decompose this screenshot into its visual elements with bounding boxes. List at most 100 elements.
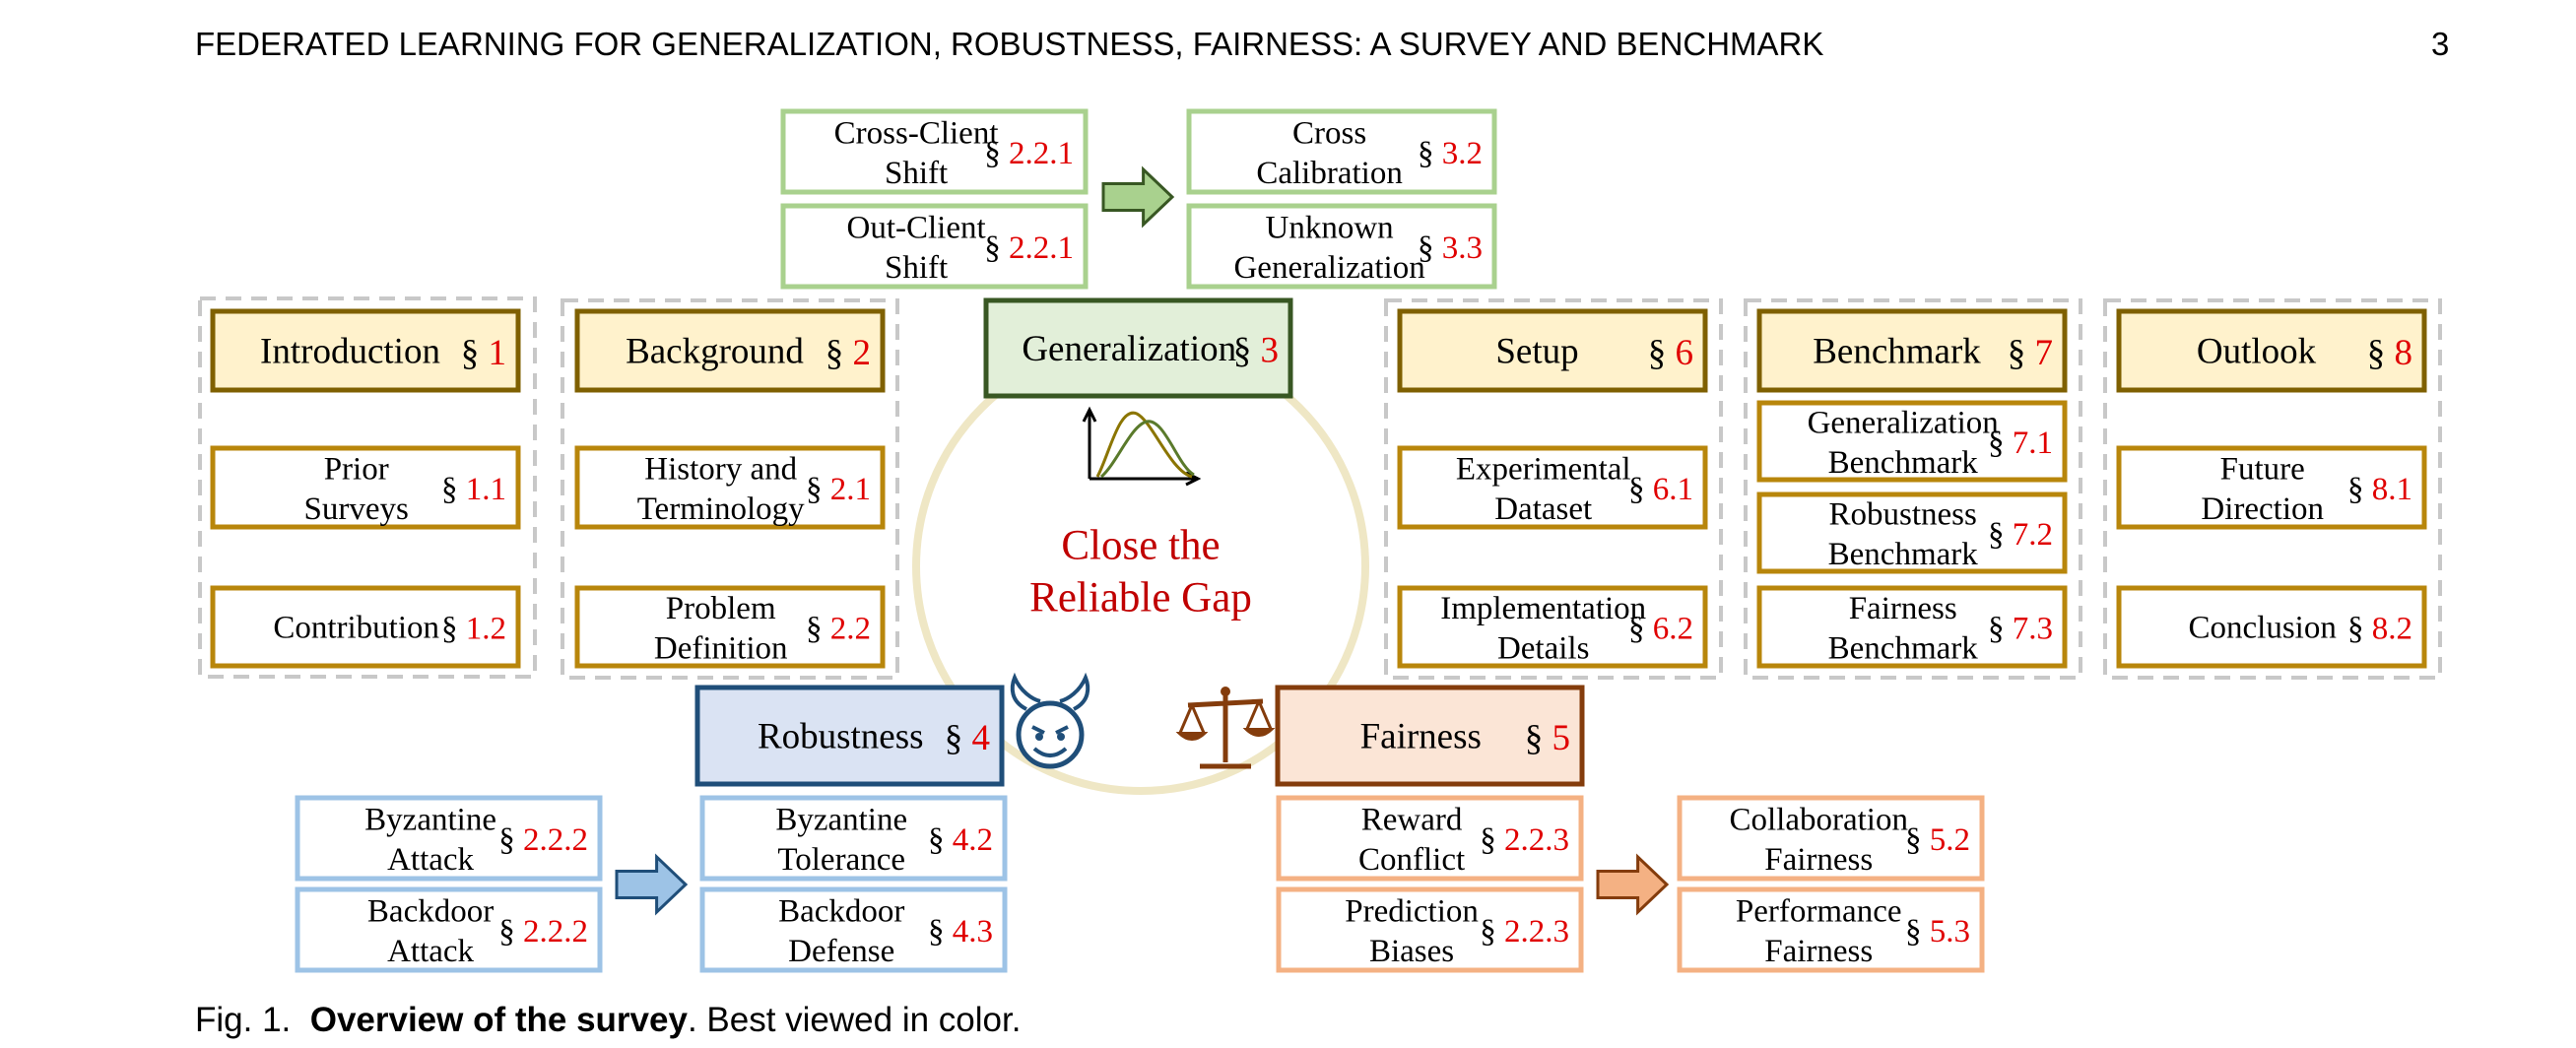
background-group-outline	[561, 298, 899, 680]
background-title-box-frame	[574, 308, 886, 393]
generalization-target-box-1-section-ref: § 3.2	[1418, 136, 1483, 171]
fairness-target-box-1-section-ref: § 5.2	[1905, 822, 1970, 858]
robustness-title-box-label: Robustness	[758, 717, 924, 757]
outlook-group-outline	[2103, 298, 2442, 680]
benchmark-subsection-3: Fairness Benchmark § 7.3	[1756, 585, 2068, 669]
setup-subsection-2: Implementation Details § 6.2	[1397, 585, 1708, 669]
fairness-source-box-1-section-ref: § 2.2.3	[1480, 822, 1569, 858]
robustness-target-box-1-label-line1: Byzantine	[775, 803, 907, 838]
generalization-title-box-section-ref: § 3	[1233, 330, 1279, 370]
background-subsection-1-frame	[574, 445, 886, 530]
scale-beam	[1187, 695, 1264, 769]
scale-left-pan	[1175, 732, 1209, 741]
background-title-box-label: Background	[626, 332, 804, 372]
robustness-flow-arrow	[615, 853, 689, 916]
robustness-target-box-1-section-ref: § 4.2	[928, 822, 993, 858]
setup-subsection-1-section-ref: § 6.1	[1628, 472, 1693, 507]
robustness-source-box-2-label-line2: Attack	[387, 934, 474, 969]
robustness-target-box-2-section-ref: § 4.3	[928, 914, 993, 950]
caption-bold: Overview of the survey	[309, 1001, 688, 1039]
benchmark-subsection-1: Generalization Benchmark § 7.1	[1756, 400, 2068, 483]
introduction-subsection-1-section-ref: § 1.1	[441, 472, 506, 507]
robustness-source-box-2: Backdoor Attack § 2.2.2	[295, 886, 603, 973]
robustness-target-box-2-frame	[699, 886, 1008, 973]
generalization-title-box-label: Generalization	[1022, 329, 1236, 369]
introduction-subsection-2: Contribution § 1.2	[210, 585, 521, 669]
robustness-source-box-1: Byzantine Attack § 2.2.2	[295, 795, 603, 882]
benchmark-group-outline	[1744, 298, 2082, 680]
background-subsection-1-label-line2: Terminology	[637, 491, 805, 527]
setup-title-box: Setup § 6	[1397, 308, 1708, 393]
benchmark-title-box-frame	[1756, 308, 2068, 393]
outlook-subsection-1-label-line1: Future	[2220, 452, 2305, 488]
benchmark-title-box-label: Benchmark	[1813, 332, 1981, 372]
devil-face-icon	[1010, 672, 1090, 769]
setup-title-box-section-ref: § 6	[1648, 333, 1693, 373]
fairness-title-box-section-ref: § 5	[1525, 718, 1570, 758]
robustness-title-box-section-ref: § 4	[945, 718, 990, 758]
outlook-title-box-frame	[2116, 308, 2427, 393]
robustness-target-box-2-label-line1: Backdoor	[778, 894, 904, 930]
introduction-title-box-section-ref: § 1	[461, 333, 506, 373]
generalization-target-box-2-label-line2: Generalization	[1233, 250, 1424, 286]
fairness-target-box-1-frame	[1677, 795, 1985, 882]
robustness-target-box-1-label-line2: Tolerance	[777, 842, 905, 878]
outlook-subsection-1-section-ref: § 8.1	[2347, 472, 2412, 507]
chart-axes	[1082, 406, 1202, 487]
outlook-subsection-2-frame	[2116, 585, 2427, 669]
outlook-subsection-1-label-line2: Direction	[2201, 491, 2324, 527]
introduction-title-box-label: Introduction	[260, 332, 440, 372]
benchmark-subsection-1-frame	[1756, 400, 2068, 483]
robustness-source-box-1-section-ref: § 2.2.2	[498, 822, 588, 858]
robustness-title-box: Robustness § 4	[694, 685, 1005, 787]
outlook-subsection-1-frame	[2116, 445, 2427, 530]
figure-caption: Fig. 1. Overview of the survey. Best vie…	[195, 1001, 1021, 1040]
caption-rest: . Best viewed in color.	[687, 1001, 1022, 1039]
generalization-source-box-1-frame	[780, 108, 1089, 195]
benchmark-subsection-2: Robustness Benchmark § 7.2	[1756, 491, 2068, 574]
devil-right-horn	[1059, 672, 1090, 711]
fairness-target-box-1-label-line2: Fairness	[1764, 842, 1873, 878]
background-subsection-2-label-line1: Problem	[666, 591, 776, 626]
line-chart-icon	[1082, 406, 1202, 487]
benchmark-subsection-3-frame	[1756, 585, 2068, 669]
setup-subsection-2-frame	[1397, 585, 1708, 669]
chart-curve-2	[1099, 420, 1195, 479]
fairness-target-box-2: Performance Fairness § 5.3	[1677, 886, 1985, 973]
generalization-target-box-1-label-line1: Cross	[1292, 116, 1366, 152]
generalization-target-box-1: Cross Calibration § 3.2	[1186, 108, 1497, 195]
fairness-target-box-2-frame	[1677, 886, 1985, 973]
fairness-target-box-2-section-ref: § 5.3	[1905, 914, 1970, 950]
setup-title-box-frame	[1397, 308, 1708, 393]
setup-subsection-2-label-line2: Details	[1497, 630, 1589, 666]
benchmark-title-box-section-ref: § 7	[2008, 333, 2053, 373]
generalization-source-box-1: Cross-Client Shift § 2.2.1	[780, 108, 1089, 195]
devil-left-eye	[1035, 733, 1043, 741]
benchmark-subsection-3-label-line2: Benchmark	[1828, 630, 1979, 666]
devil-left-horn	[1010, 672, 1041, 711]
generalization-source-box-1-label-line2: Shift	[885, 156, 948, 191]
setup-subsection-1-label-line1: Experimental	[1456, 452, 1631, 488]
background-subsection-2-label-line2: Definition	[654, 630, 788, 666]
setup-subsection-1-frame	[1397, 445, 1708, 530]
background-title-box: Background § 2	[574, 308, 886, 393]
generalization-target-box-2-section-ref: § 3.3	[1418, 230, 1483, 266]
scale-top	[1221, 687, 1230, 696]
chart-curve-1	[1095, 411, 1193, 479]
generalization-source-box-2-section-ref: § 2.2.1	[984, 230, 1074, 266]
fairness-source-box-1: Reward Conflict § 2.2.3	[1276, 795, 1584, 882]
robustness-target-box-1-frame	[699, 795, 1008, 882]
introduction-title-box: Introduction § 1	[210, 308, 521, 393]
outlook-title-box-section-ref: § 8	[2367, 333, 2412, 373]
fairness-source-box-2-frame	[1276, 886, 1584, 973]
generalization-flow-arrow	[1101, 165, 1175, 229]
fairness-target-box-2-label-line1: Performance	[1736, 894, 1902, 930]
generalization-target-box-2-label-line1: Unknown	[1266, 211, 1394, 246]
scale-right-pan	[1242, 728, 1276, 737]
benchmark-subsection-1-label-line2: Benchmark	[1828, 445, 1979, 481]
robustness-source-box-2-section-ref: § 2.2.2	[498, 914, 588, 950]
fairness-source-box-2-label-line2: Biases	[1369, 934, 1454, 969]
